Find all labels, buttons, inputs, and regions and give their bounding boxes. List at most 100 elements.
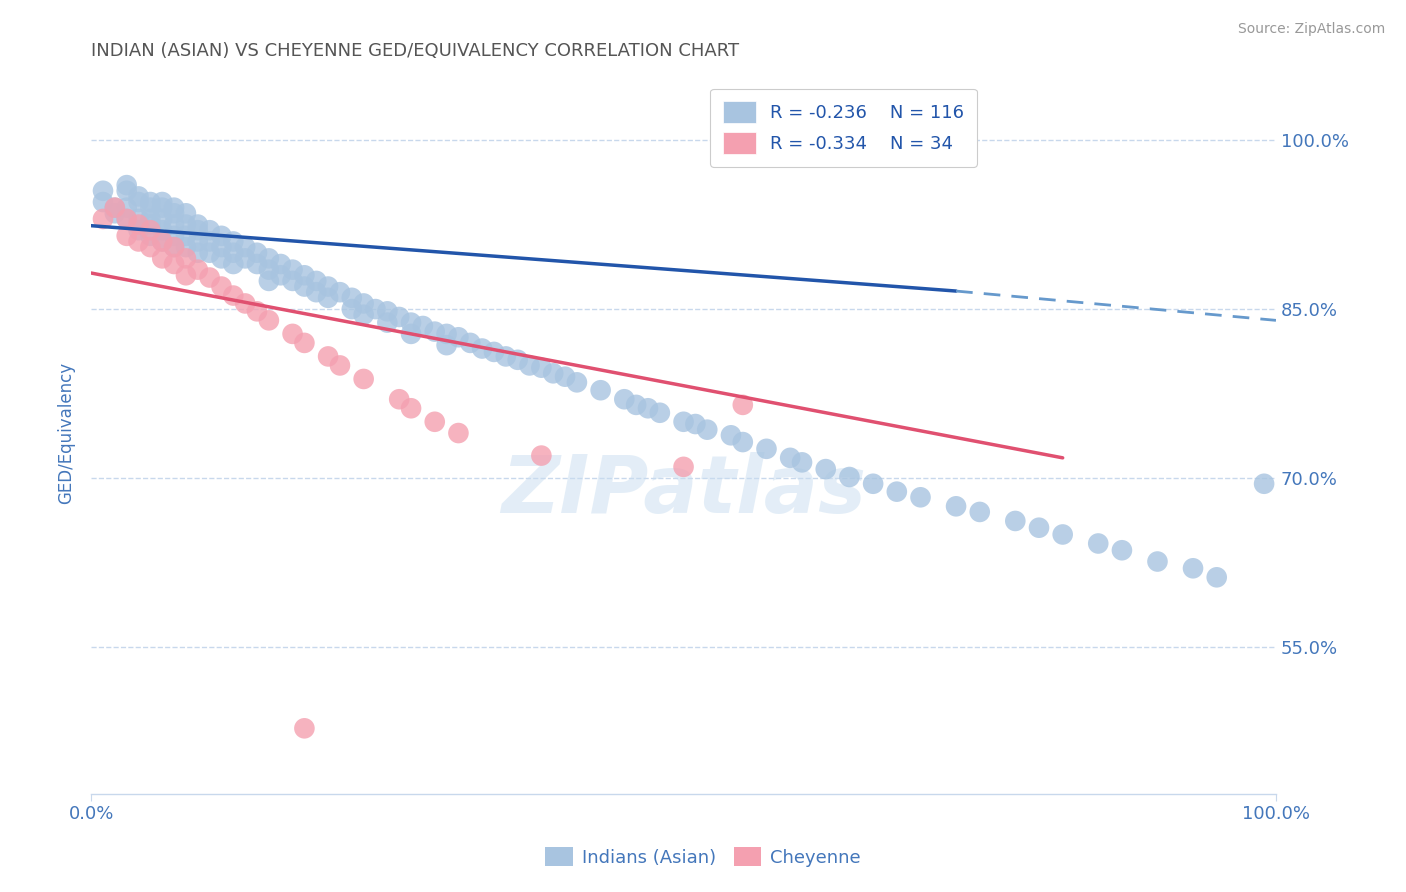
Point	[163, 218, 186, 232]
Point	[91, 211, 114, 226]
Point	[128, 189, 150, 203]
Point	[222, 257, 245, 271]
Point	[838, 470, 860, 484]
Point	[115, 178, 138, 193]
Point	[779, 450, 801, 465]
Point	[790, 455, 813, 469]
Point	[198, 235, 221, 249]
Point	[589, 383, 612, 397]
Point	[294, 335, 316, 350]
Point	[198, 223, 221, 237]
Point	[150, 201, 173, 215]
Point	[329, 359, 352, 373]
Point	[353, 372, 375, 386]
Point	[862, 476, 884, 491]
Point	[329, 285, 352, 300]
Point	[233, 252, 256, 266]
Point	[91, 194, 114, 209]
Point	[198, 270, 221, 285]
Point	[412, 318, 434, 333]
Point	[910, 490, 932, 504]
Point	[139, 240, 162, 254]
Point	[139, 194, 162, 209]
Point	[399, 326, 422, 341]
Point	[163, 206, 186, 220]
Point	[399, 401, 422, 416]
Point	[91, 184, 114, 198]
Point	[150, 235, 173, 249]
Point	[436, 338, 458, 352]
Point	[482, 345, 505, 359]
Point	[174, 228, 197, 243]
Point	[246, 257, 269, 271]
Point	[731, 398, 754, 412]
Point	[447, 330, 470, 344]
Point	[150, 235, 173, 249]
Point	[257, 252, 280, 266]
Point	[139, 228, 162, 243]
Point	[648, 406, 671, 420]
Point	[222, 235, 245, 249]
Point	[340, 291, 363, 305]
Point	[222, 245, 245, 260]
Point	[115, 211, 138, 226]
Point	[281, 262, 304, 277]
Point	[969, 505, 991, 519]
Point	[187, 235, 209, 249]
Point	[187, 218, 209, 232]
Text: INDIAN (ASIAN) VS CHEYENNE GED/EQUIVALENCY CORRELATION CHART: INDIAN (ASIAN) VS CHEYENNE GED/EQUIVALEN…	[91, 42, 740, 60]
Point	[447, 425, 470, 440]
Point	[211, 252, 233, 266]
Point	[388, 392, 411, 407]
Point	[1052, 527, 1074, 541]
Point	[139, 211, 162, 226]
Point	[294, 721, 316, 735]
Point	[163, 201, 186, 215]
Point	[198, 245, 221, 260]
Point	[755, 442, 778, 456]
Point	[211, 279, 233, 293]
Point	[519, 359, 541, 373]
Y-axis label: GED/Equivalency: GED/Equivalency	[58, 362, 75, 504]
Point	[1146, 555, 1168, 569]
Point	[257, 274, 280, 288]
Point	[731, 435, 754, 450]
Point	[163, 240, 186, 254]
Point	[696, 423, 718, 437]
Point	[115, 184, 138, 198]
Point	[174, 240, 197, 254]
Point	[115, 211, 138, 226]
Point	[353, 296, 375, 310]
Point	[364, 302, 387, 317]
Point	[624, 398, 647, 412]
Point	[305, 285, 328, 300]
Point	[270, 268, 292, 283]
Point	[174, 252, 197, 266]
Point	[423, 415, 446, 429]
Point	[1004, 514, 1026, 528]
Point	[128, 235, 150, 249]
Point	[1182, 561, 1205, 575]
Point	[211, 228, 233, 243]
Point	[128, 218, 150, 232]
Point	[150, 223, 173, 237]
Point	[541, 367, 564, 381]
Point	[163, 228, 186, 243]
Point	[814, 462, 837, 476]
Point	[506, 352, 529, 367]
Point	[672, 459, 695, 474]
Point	[530, 360, 553, 375]
Point	[246, 304, 269, 318]
Point	[104, 201, 127, 215]
Point	[150, 211, 173, 226]
Point	[257, 313, 280, 327]
Point	[139, 201, 162, 215]
Point	[270, 257, 292, 271]
Point	[128, 194, 150, 209]
Point	[565, 376, 588, 390]
Point	[377, 316, 399, 330]
Point	[187, 262, 209, 277]
Point	[1028, 521, 1050, 535]
Point	[115, 201, 138, 215]
Point	[187, 245, 209, 260]
